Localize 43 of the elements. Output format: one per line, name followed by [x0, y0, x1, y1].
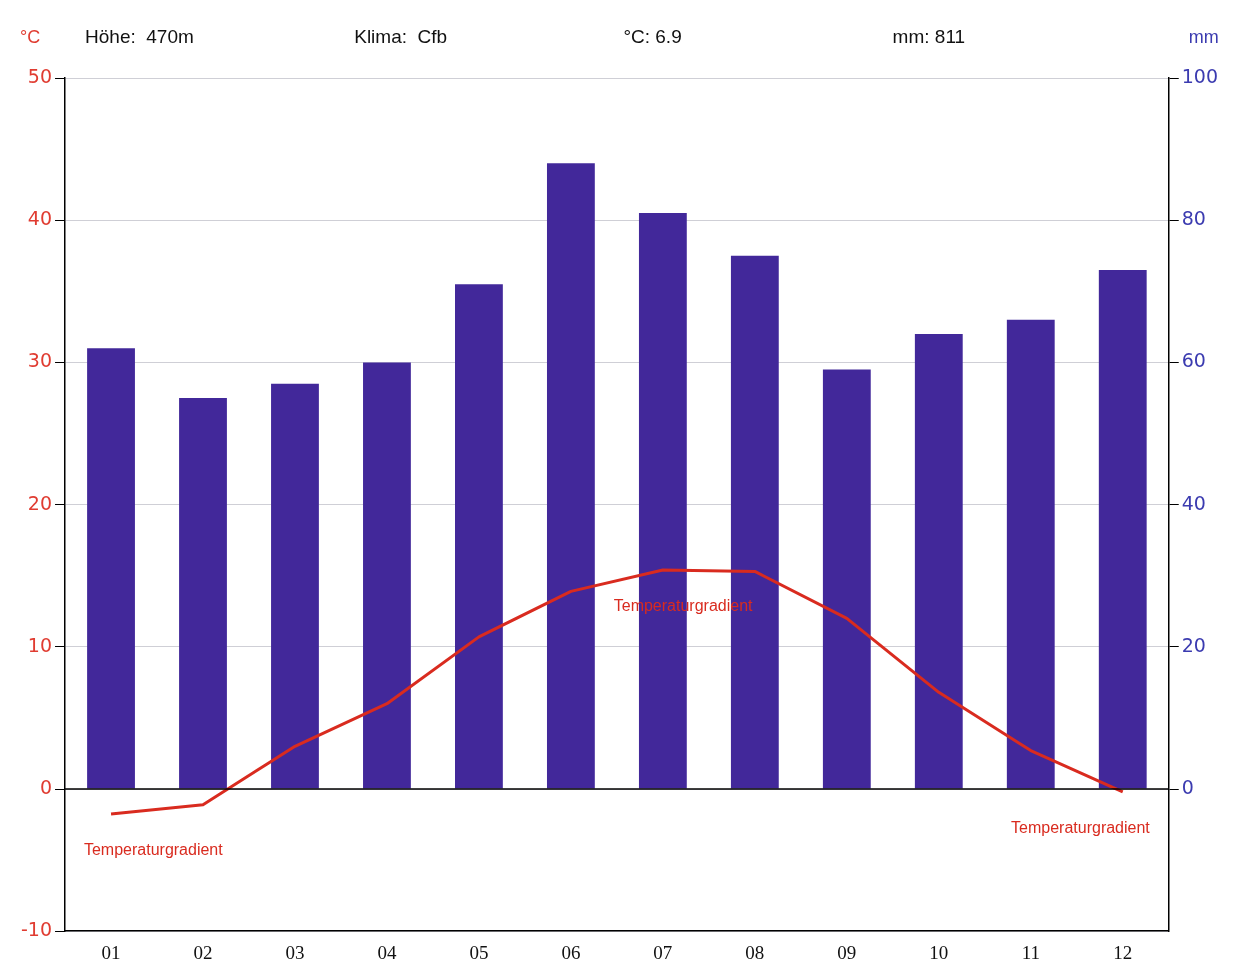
bar [179, 397, 227, 789]
x-tick-label: 09 [837, 941, 857, 963]
y-tick-label: -10 [20, 918, 53, 941]
bar [822, 369, 871, 789]
bar [1098, 269, 1147, 789]
bar [87, 348, 135, 789]
y2-tick-label: 60 [1181, 349, 1206, 372]
y-tick-label: 40 [27, 207, 53, 230]
annotation: Temperaturgradient [1011, 819, 1151, 837]
x-tick-label: 11 [1021, 941, 1040, 963]
y-tick-label: 30 [27, 349, 53, 372]
text: Höhe: 470m [85, 26, 194, 48]
bar [455, 284, 503, 789]
y2-axis-title: mm [1188, 26, 1219, 47]
x-tick-label: 07 [653, 941, 673, 963]
y2-tick-label: 0 [1181, 775, 1194, 798]
x-tick-label: 05 [469, 941, 489, 963]
x-tick-label: 01 [101, 941, 121, 963]
annotation: Temperaturgradient [83, 840, 224, 858]
x-tick-label: 04 [377, 941, 397, 963]
x-tick-label: 03 [285, 941, 305, 963]
bar [271, 383, 319, 789]
y-tick-label: 10 [27, 633, 53, 656]
text: Klima: Cfb [354, 26, 448, 48]
bar [546, 163, 595, 789]
x-tick-label: 12 [1113, 941, 1133, 963]
y-axis-title: °C [19, 26, 41, 47]
bar [914, 333, 963, 789]
x-tick-label: 06 [561, 941, 581, 963]
x-tick-label: 10 [929, 941, 949, 963]
y2-tick-label: 100 [1181, 64, 1218, 87]
y2-tick-label: 40 [1181, 491, 1206, 514]
bar [1006, 319, 1055, 789]
y-tick-label: 50 [27, 64, 53, 87]
text: mm: 811 [892, 26, 966, 48]
y-tick-label: 0 [39, 775, 53, 798]
bar [363, 362, 411, 789]
y2-tick-label: 80 [1181, 207, 1206, 230]
text: °C: 6.9 [623, 26, 682, 48]
x-tick-label: 08 [745, 941, 765, 963]
x-tick-label: 02 [193, 941, 213, 963]
y-tick-label: 20 [27, 491, 53, 514]
y2-tick-label: 20 [1181, 633, 1206, 656]
